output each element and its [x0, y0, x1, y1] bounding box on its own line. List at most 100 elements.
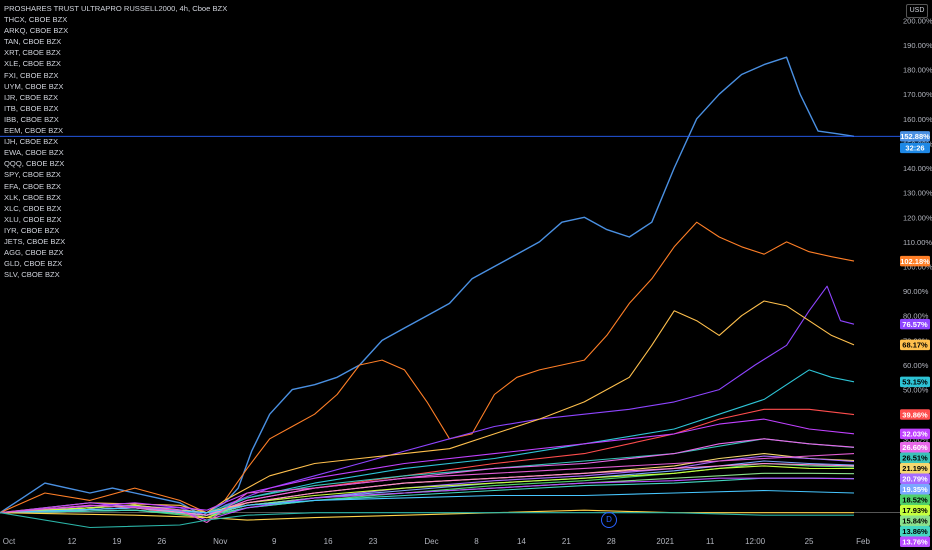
price-badge-label: 18.52% [902, 496, 928, 505]
x-tick-label: 12 [67, 537, 76, 546]
series-line-jets[interactable] [0, 453, 855, 524]
legend-item[interactable]: IYR, CBOE BZX [4, 225, 60, 235]
legend-item[interactable]: XLU, CBOE BZX [4, 214, 62, 224]
x-tick-label: 25 [805, 537, 814, 546]
legend-item[interactable]: THCX, CBOE BZX [4, 15, 68, 25]
price-badge-label: 32.03% [902, 430, 928, 439]
y-tick-label: 60.00% [903, 361, 929, 370]
x-tick-label: Oct [3, 537, 16, 546]
price-badge: 26.51% [900, 452, 930, 463]
legend-item[interactable]: SLV, CBOE BZX [4, 270, 60, 280]
x-tick-label: 26 [157, 537, 166, 546]
x-tick-label: 14 [517, 537, 526, 546]
x-tick-label: Feb [856, 537, 870, 546]
price-badge: 13.86% [900, 525, 930, 537]
x-tick-label: 21 [562, 537, 571, 546]
price-badge-label: 26.51% [902, 454, 928, 463]
y-tick-label: 80.00% [903, 312, 929, 321]
dividend-marker[interactable]: D [601, 512, 617, 528]
price-badge-label: 13.76% [902, 538, 928, 547]
y-tick-label: 110.00% [903, 238, 932, 247]
y-tick-label: 190.00% [903, 41, 932, 50]
legend-item[interactable]: SPY, CBOE BZX [4, 170, 61, 180]
price-badge: 26.60% [900, 441, 930, 453]
series-layer [0, 56, 855, 529]
series-line-agg[interactable] [0, 512, 854, 529]
y-tick-label: 90.00% [903, 287, 929, 296]
price-badge: 21.19% [900, 462, 930, 474]
legend-item[interactable]: IJH, CBOE BZX [4, 137, 59, 147]
y-tick-label: 130.00% [903, 189, 932, 198]
legend-item[interactable]: GLD, CBOE BZX [4, 259, 63, 269]
price-badge-label: 21.19% [902, 464, 928, 473]
legend-item[interactable]: QQQ, CBOE BZX [4, 159, 65, 169]
price-badge-label: 53.15% [902, 378, 928, 387]
legend-item[interactable]: XLE, CBOE BZX [4, 59, 61, 69]
y-tick-label: 50.00% [903, 386, 929, 395]
series-line-ewa[interactable] [0, 462, 855, 519]
legend-item[interactable]: FXI, CBOE BZX [4, 70, 59, 80]
price-badge-label: 15.84% [902, 517, 928, 526]
x-tick-label: Nov [213, 537, 227, 546]
legend-item[interactable]: XRT, CBOE BZX [4, 48, 61, 58]
price-badge: 15.84% [900, 515, 930, 526]
price-badge-label: 17.93% [902, 506, 928, 515]
price-badge: 102.18% [900, 255, 930, 267]
price-badge: 32.03% [900, 428, 930, 440]
legend-item[interactable]: EWA, CBOE BZX [4, 148, 64, 158]
legend-item[interactable]: JETS, CBOE BZX [4, 236, 66, 246]
series-line-proshares-trust-ultrapro-russell2000[interactable] [0, 56, 855, 516]
x-tick-label: 2021 [656, 537, 674, 546]
y-tick-label: 180.00% [903, 66, 932, 75]
price-badge: 18.52% [900, 494, 930, 505]
legend-item[interactable]: UYM, CBOE BZX [4, 81, 64, 91]
series-line-xle[interactable] [0, 408, 855, 519]
legend-title[interactable]: PROSHARES TRUST ULTRAPRO RUSSELL2000, 4h… [4, 4, 228, 13]
price-badge-label: 20.79% [902, 475, 928, 484]
legend-item[interactable]: XLC, CBOE BZX [4, 203, 62, 213]
legend-item[interactable]: AGG, CBOE BZX [4, 248, 64, 258]
price-badge: 13.76% [900, 536, 930, 547]
y-tick-label: 140.00% [903, 164, 932, 173]
y-tick-label: 100.00% [903, 263, 932, 272]
legend-item[interactable]: TAN, CBOE BZX [4, 37, 62, 47]
y-tick-label: 200.00% [903, 16, 932, 25]
price-badge: 152.88% [900, 131, 930, 142]
legend-item[interactable]: IJR, CBOE BZX [4, 92, 59, 102]
legend-item[interactable]: ITB, CBOE BZX [4, 103, 59, 113]
price-badge-label: 19.35% [902, 485, 928, 494]
price-badge-label: 102.18% [900, 257, 930, 266]
price-badge-label: 152.88% [900, 132, 930, 141]
price-badges: 152.88% 102.18% 76.57% 68.17% 53.15% 39.86% 32… [900, 131, 930, 547]
series-line-tan[interactable] [0, 300, 855, 514]
price-badge: 20.79% [900, 473, 930, 484]
series-line-fxi[interactable] [0, 418, 855, 514]
x-tick-label: 16 [324, 537, 333, 546]
x-tick-label: 19 [112, 537, 121, 546]
price-badge: 53.15% [900, 376, 930, 388]
countdown-label: 32:26 [905, 143, 924, 152]
price-badge: 19.35% [900, 483, 930, 495]
series-line-efa[interactable] [0, 477, 855, 516]
series-line-xlk[interactable] [0, 462, 855, 516]
price-badge-label: 26.60% [902, 443, 928, 452]
x-tick-label: 8 [474, 537, 479, 546]
legend-item[interactable]: XLK, CBOE BZX [4, 192, 61, 202]
y-tick-label: 170.00% [903, 90, 932, 99]
legend-item[interactable]: IBB, CBOE BZX [4, 114, 59, 124]
price-badge-label: 76.57% [902, 320, 928, 329]
price-badge-label: 39.86% [902, 410, 928, 419]
legend-item[interactable]: ARKQ, CBOE BZX [4, 26, 69, 36]
price-badge: 17.93% [900, 504, 930, 516]
currency-button[interactable]: USD [906, 4, 928, 18]
price-badge-label: 13.86% [902, 527, 928, 536]
legend-item[interactable]: EEM, CBOE BZX [4, 126, 64, 136]
legend-item[interactable]: EFA, CBOE BZX [4, 181, 61, 191]
x-tick-label: 28 [607, 537, 616, 546]
price-badge-label: 68.17% [902, 341, 928, 350]
series-line-gld[interactable] [0, 509, 854, 521]
x-tick-label: 9 [272, 537, 277, 546]
y-tick-label: 30.00% [903, 435, 929, 444]
x-tick-label: 12:00 [745, 537, 766, 546]
